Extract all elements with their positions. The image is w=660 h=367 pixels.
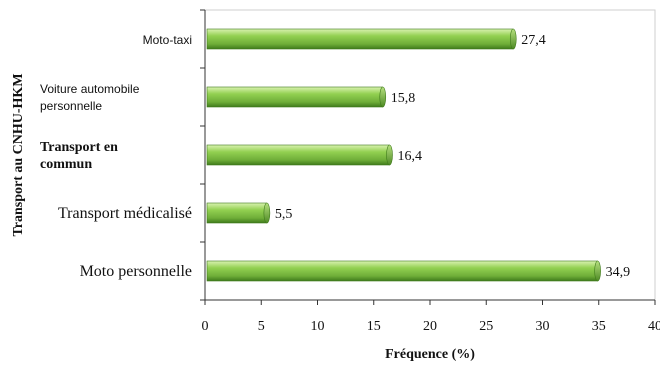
bar-end-cap: [594, 260, 601, 282]
bar-value-label: 27,4: [521, 33, 546, 48]
bar: [206, 28, 514, 50]
category-label: Moto personnelle: [80, 263, 192, 280]
bar-value-label: 16,4: [398, 149, 423, 164]
x-tick-label: 40: [648, 319, 660, 334]
bar-end-cap: [263, 202, 271, 224]
category-label: Transport en commun: [40, 140, 118, 172]
category-label: Moto-taxi: [143, 33, 192, 47]
bar: [206, 202, 268, 224]
bar: [206, 144, 390, 166]
bar: [206, 86, 384, 108]
y-axis-title: Transport au CNHU-HKM: [11, 73, 26, 236]
bar-value-label: 34,9: [606, 265, 631, 280]
x-tick-label: 15: [367, 319, 381, 334]
bar: [206, 260, 598, 282]
x-axis-title: Fréquence (%): [385, 347, 475, 362]
bar-value-label: 15,8: [391, 91, 416, 106]
x-tick-label: 35: [592, 319, 606, 334]
bar-value-label: 5,5: [275, 207, 293, 222]
x-tick-label: 20: [423, 319, 437, 334]
x-tick-label: 5: [258, 319, 265, 334]
category-label: Voiture automobile personnelle: [40, 82, 140, 113]
x-tick-label: 0: [202, 319, 209, 334]
bar-end-cap: [509, 28, 517, 50]
x-tick-label: 25: [479, 319, 493, 334]
bar-end-cap: [386, 144, 393, 166]
category-label: Transport médicalisé: [58, 205, 192, 222]
x-tick-label: 30: [536, 319, 550, 334]
x-tick-label: 10: [311, 319, 325, 334]
bar-end-cap: [379, 86, 387, 108]
